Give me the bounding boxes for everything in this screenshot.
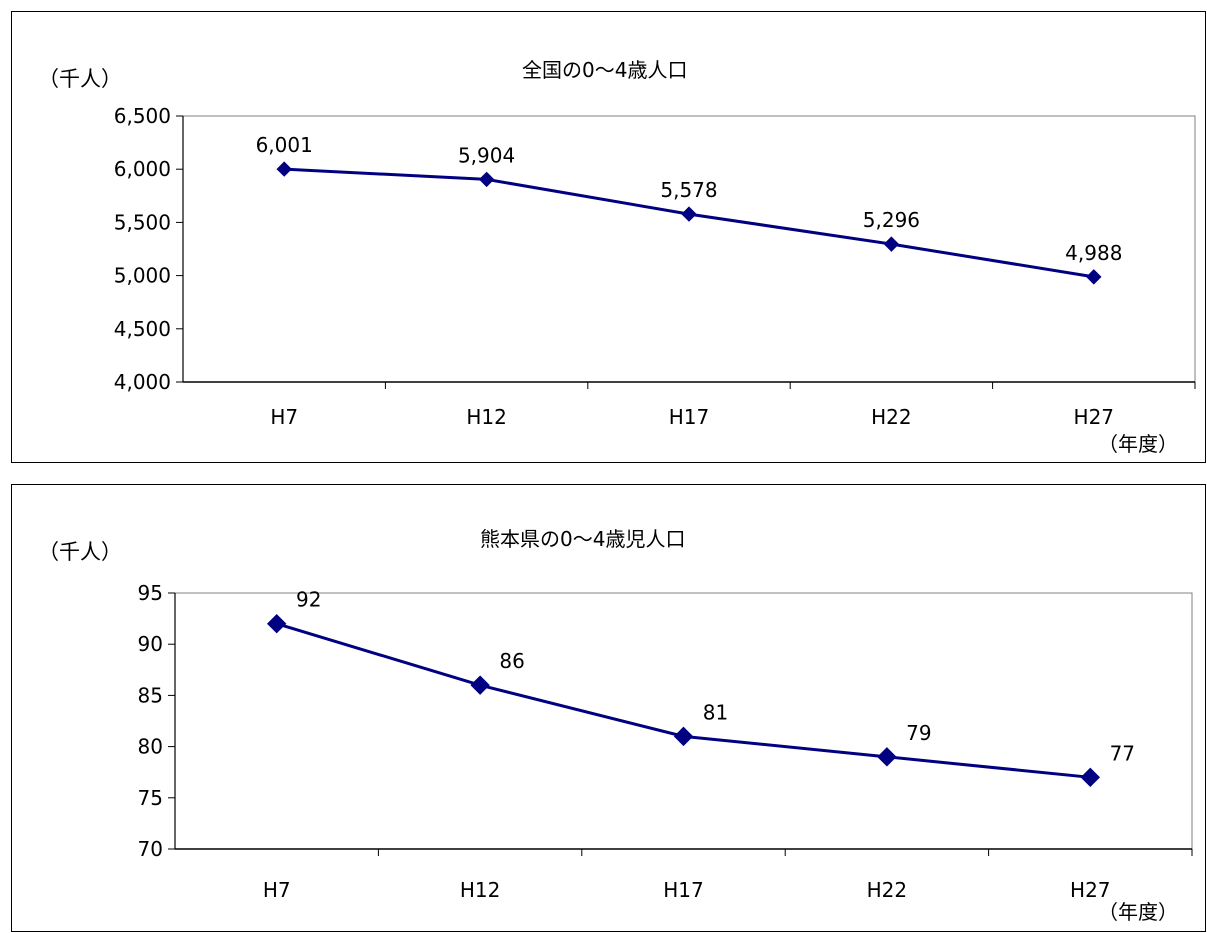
y-tick-label: 90 (138, 632, 163, 656)
y-tick-label: 6,500 (114, 104, 171, 128)
y-axis-unit-label: （千人） (38, 540, 122, 564)
y-tick-label: 75 (138, 786, 163, 810)
national-chart-panel: 全国の0～4歳人口 （千人） （年度） 4,000 4,500 5,000 5,500… (11, 11, 1206, 463)
data-label: 86 (499, 649, 524, 673)
y-axis-unit-label: （千人） (38, 67, 122, 91)
y-tick-label: 4,500 (114, 317, 171, 341)
x-axis-unit-label: （年度） (1098, 900, 1178, 924)
chart-title: 全国の0～4歳人口 (522, 58, 688, 82)
series-line (276, 622, 1091, 779)
y-tick-label: 95 (138, 581, 163, 605)
y-tick-label: 70 (138, 837, 163, 861)
x-tick-label: H7 (270, 405, 298, 429)
data-point-marker (673, 726, 694, 747)
y-tick-label: 4,000 (114, 370, 171, 394)
y-tick-label: 85 (138, 683, 163, 707)
x-tick-label: H27 (1074, 405, 1115, 429)
data-point-marker (478, 171, 495, 188)
x-tick-label: H7 (263, 878, 291, 902)
x-tick-label: H27 (1070, 878, 1111, 902)
y-tick-label: 5,500 (114, 210, 171, 234)
data-point-marker (266, 614, 287, 634)
data-point-marker (1080, 767, 1101, 788)
x-tick-label: H12 (466, 405, 507, 429)
data-point-marker (276, 161, 292, 177)
national-chart-plot: 4,000 4,500 5,000 5,500 6,000 6,500 H7 H12 H17 H2… (114, 104, 1196, 429)
chart-title: 熊本県の0～4歳児人口 (480, 527, 686, 551)
x-tick-label: H17 (669, 405, 710, 429)
data-point-marker (883, 236, 900, 252)
x-tick-label: H12 (460, 878, 501, 902)
kumamoto-chart-plot: 70 75 80 85 90 95 H7 H12 H17 H22 H27 92 86 81 79 77 (138, 581, 1193, 902)
x-tick-label: H22 (867, 878, 908, 902)
data-label: 5,904 (458, 143, 515, 167)
plot-area (174, 592, 1193, 850)
y-tick-label: 5,000 (114, 264, 171, 288)
x-tick-label: H17 (663, 878, 704, 902)
data-label: 4,988 (1065, 241, 1122, 265)
y-tick-label: 80 (138, 735, 163, 759)
data-label: 77 (1110, 741, 1135, 765)
data-label: 5,296 (863, 208, 920, 232)
data-point-marker (877, 747, 897, 767)
plot-area (182, 115, 1196, 383)
data-label: 81 (703, 700, 728, 724)
data-label: 6,001 (256, 133, 313, 157)
y-tick-label: 6,000 (114, 157, 171, 181)
data-point-marker (681, 206, 697, 222)
x-axis-unit-label: （年度） (1098, 432, 1178, 456)
data-point-marker (1086, 269, 1102, 285)
x-tick-label: H22 (871, 405, 912, 429)
data-label: 92 (296, 588, 321, 612)
data-point-marker (470, 675, 490, 695)
data-label: 79 (906, 721, 931, 745)
kumamoto-chart-panel: 熊本県の0～4歳児人口 （千人） （年度） 70 75 80 85 90 95 H7 H12 H… (11, 484, 1206, 932)
data-label: 5,578 (660, 178, 717, 202)
